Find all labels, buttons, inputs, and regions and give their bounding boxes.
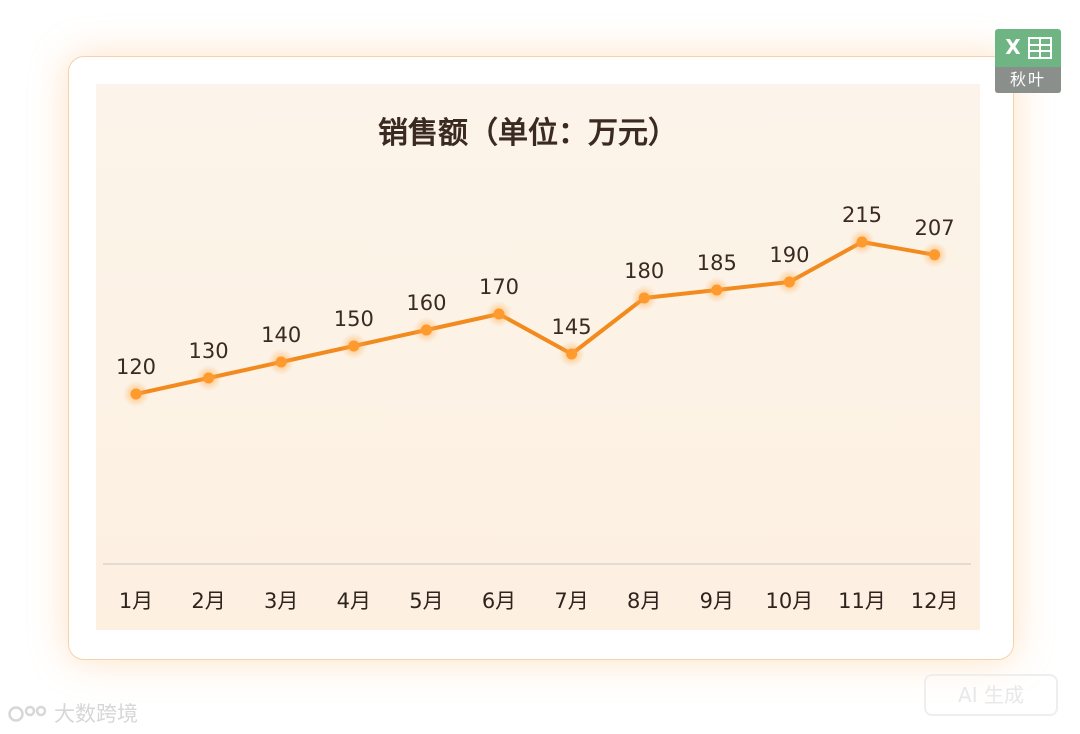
data-point (420, 324, 432, 336)
x-tick-label: 11月 (838, 589, 886, 613)
data-label: 185 (697, 251, 737, 275)
x-tick-label: 1月 (119, 589, 153, 613)
watermark-logo-icon (8, 705, 47, 722)
excel-icon: X (1005, 35, 1021, 59)
data-point (783, 276, 795, 288)
badge-label: 秋叶 (995, 67, 1061, 93)
data-point (711, 284, 723, 296)
data-point (856, 236, 868, 248)
x-tick-label: 9月 (700, 589, 734, 613)
x-tick-label: 3月 (264, 589, 298, 613)
data-point (275, 356, 287, 368)
x-tick-label: 4月 (337, 589, 371, 613)
x-tick-label: 5月 (409, 589, 443, 613)
chart-title: 销售额（单位：万元） (378, 116, 678, 151)
x-tick-label: 8月 (627, 589, 661, 613)
x-tick-label: 7月 (554, 589, 588, 613)
app-badge: X 秋叶 (995, 29, 1061, 93)
x-tick-label: 2月 (191, 589, 225, 613)
data-point (130, 388, 142, 400)
ai-generated-badge: AI 生成 (924, 674, 1058, 716)
data-point (638, 292, 650, 304)
data-label: 120 (116, 355, 156, 379)
data-point (929, 249, 941, 261)
data-label: 170 (479, 275, 519, 299)
series-line (134, 240, 937, 396)
data-label: 160 (406, 291, 446, 315)
data-label: 215 (842, 203, 882, 227)
x-tick-label: 12月 (911, 589, 959, 613)
data-point (348, 340, 360, 352)
data-label: 207 (915, 216, 955, 240)
x-tick-label: 10月 (766, 589, 814, 613)
data-label: 145 (552, 315, 592, 339)
chart-panel (96, 84, 980, 630)
watermark-text: 大数跨境 (54, 702, 138, 726)
data-point (493, 308, 505, 320)
data-label: 180 (624, 259, 664, 283)
data-label: 150 (334, 307, 374, 331)
data-label: 130 (189, 339, 229, 363)
data-label: 140 (261, 323, 301, 347)
data-label: 190 (769, 243, 809, 267)
data-point (203, 372, 215, 384)
spreadsheet-grid-icon (1028, 37, 1052, 59)
x-tick-label: 6月 (482, 589, 516, 613)
data-point (566, 348, 578, 360)
